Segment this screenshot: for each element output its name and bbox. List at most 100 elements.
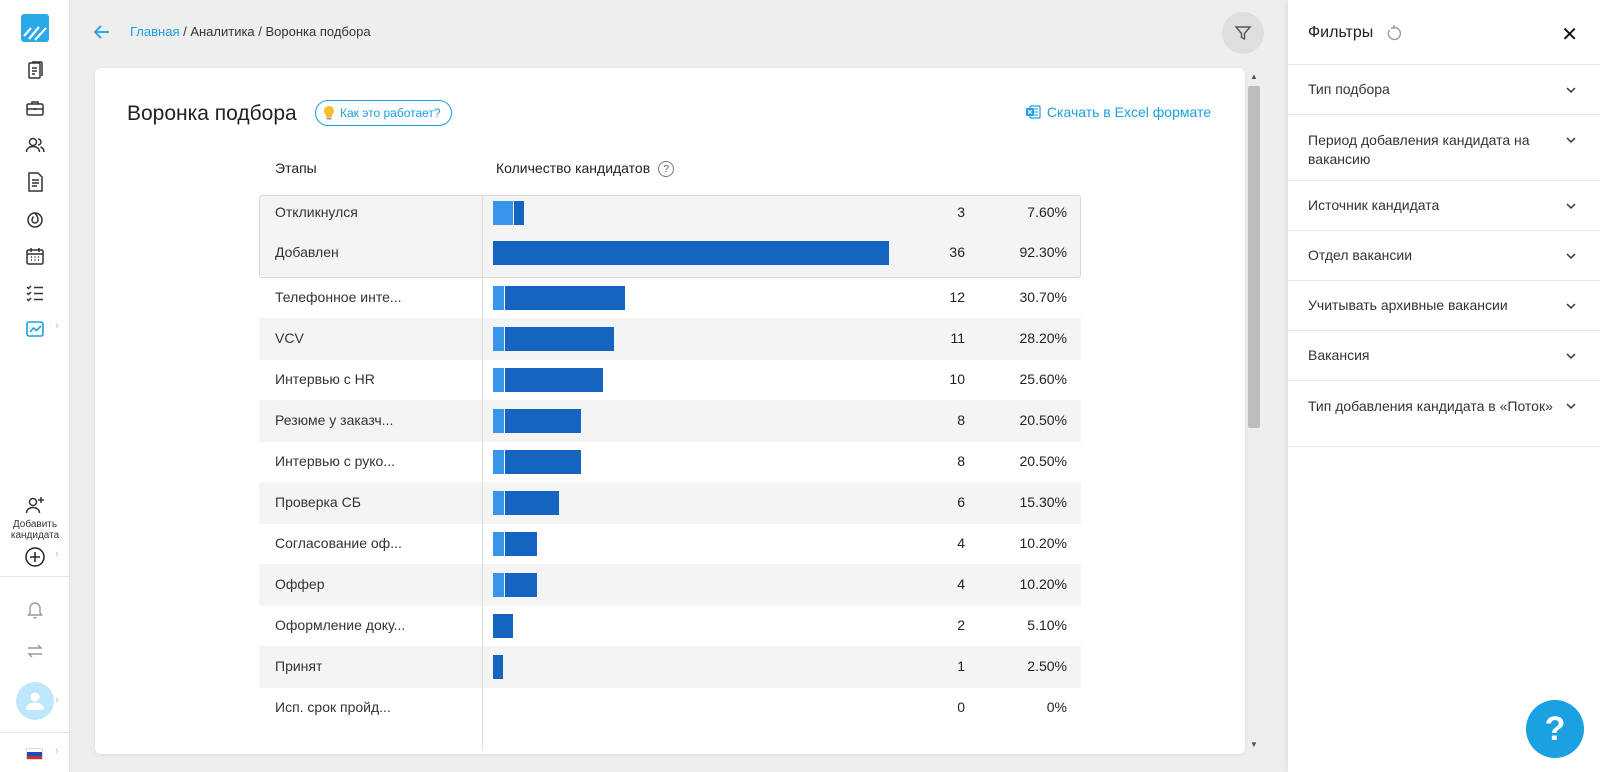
stage-bar <box>493 532 537 556</box>
nav-hot-icon[interactable] <box>22 206 48 232</box>
create-plus-icon[interactable] <box>22 544 48 570</box>
nav-resumes-icon[interactable] <box>22 169 48 195</box>
funnel-row[interactable]: Интервью с руко... 8 20.50% <box>259 441 1081 483</box>
filter-item[interactable]: Тип добавления кандидата в «Поток» <box>1288 380 1600 446</box>
funnel-row[interactable]: Проверка СБ 6 15.30% <box>259 482 1081 524</box>
bar-segment-dark <box>505 450 581 474</box>
switch-arrows-icon[interactable] <box>22 638 48 664</box>
filter-item[interactable]: Тип подбора <box>1288 64 1600 114</box>
stage-count: 36 <box>949 244 965 260</box>
how-it-works-button[interactable]: Как это работает? <box>315 100 452 126</box>
stage-count: 3 <box>957 204 965 220</box>
bar-segment-light <box>493 491 504 515</box>
back-arrow-icon[interactable] <box>92 22 112 42</box>
stage-percent: 0% <box>1046 699 1067 715</box>
nav-tasks-icon[interactable] <box>22 280 48 306</box>
scroll-down-arrow-icon[interactable]: ▼ <box>1250 740 1258 749</box>
filter-toggle-button[interactable] <box>1222 12 1264 54</box>
reset-icon[interactable] <box>1385 24 1403 42</box>
funnel-row[interactable]: Исп. срок пройд... 0 0% <box>259 687 1081 729</box>
funnel-row[interactable]: Добавлен 36 92.30% <box>259 232 1081 274</box>
stage-label: Добавлен <box>275 244 339 260</box>
scrollbar-thumb[interactable] <box>1248 86 1260 428</box>
stage-percent: 20.50% <box>1019 412 1067 428</box>
stage-label: Резюме у заказч... <box>275 412 394 428</box>
stage-bar <box>493 409 581 433</box>
stage-bar <box>493 614 513 638</box>
filter-item[interactable]: Источник кандидата <box>1288 180 1600 230</box>
filter-item[interactable]: Период добавления кандидата на вакансию <box>1288 114 1600 180</box>
filter-item-label: Вакансия <box>1308 347 1370 363</box>
nav-candidates-icon[interactable] <box>22 132 48 158</box>
stage-percent: 28.20% <box>1019 330 1067 346</box>
bar-segment-dark <box>505 327 614 351</box>
stage-count: 1 <box>957 658 965 674</box>
excel-icon <box>1025 105 1041 119</box>
bar-segment-dark <box>505 286 625 310</box>
bar-segment-dark <box>505 368 603 392</box>
filter-item[interactable]: Отдел вакансии <box>1288 230 1600 280</box>
funnel-row[interactable]: Резюме у заказч... 8 20.50% <box>259 400 1081 442</box>
funnel-row[interactable]: Оформление доку... 2 5.10% <box>259 605 1081 647</box>
page-title: Воронка подбора <box>127 102 297 125</box>
how-it-works-label: Как это работает? <box>340 106 441 120</box>
filter-title-label: Фильтры <box>1308 24 1374 41</box>
funnel-row[interactable]: Принят 1 2.50% <box>259 646 1081 688</box>
lightbulb-icon <box>324 106 334 120</box>
bar-segment-dark <box>514 201 524 225</box>
filter-item-label: Период добавления кандидата на вакансию <box>1308 132 1530 167</box>
bar-segment-dark <box>505 491 559 515</box>
stage-label: Интервью с HR <box>275 371 375 387</box>
add-candidate-button[interactable]: Добавить кандидата <box>0 494 70 541</box>
bar-segment-dark <box>505 532 537 556</box>
funnel-row[interactable]: Оффер 4 10.20% <box>259 564 1081 606</box>
avatar-chevron-icon: › <box>55 694 59 706</box>
bar-segment-dark <box>493 241 889 265</box>
filter-item[interactable]: Вакансия <box>1288 330 1600 380</box>
stage-percent: 20.50% <box>1019 453 1067 469</box>
notifications-bell-icon[interactable] <box>22 596 48 622</box>
nav-vacancies-icon[interactable] <box>22 95 48 121</box>
stage-count: 6 <box>957 494 965 510</box>
filter-panel-title: Фильтры <box>1308 24 1403 42</box>
stage-bar <box>493 286 625 310</box>
bar-segment-dark <box>493 614 513 638</box>
stage-count: 0 <box>957 699 965 715</box>
stage-count: 12 <box>949 289 965 305</box>
nav-calendar-icon[interactable] <box>22 243 48 269</box>
stage-label: Оформление доку... <box>275 617 406 633</box>
help-question-icon[interactable]: ? <box>658 161 675 178</box>
stage-count: 8 <box>957 453 965 469</box>
scroll-up-arrow-icon[interactable]: ▲ <box>1250 72 1258 81</box>
funnel-row[interactable]: Откликнулся 3 7.60% <box>259 192 1081 234</box>
column-count-label: Количество кандидатов <box>496 160 651 176</box>
user-avatar[interactable] <box>16 682 54 720</box>
app-logo-icon[interactable] <box>21 14 49 42</box>
chevron-down-icon <box>1566 203 1576 210</box>
funnel-row[interactable]: Согласование оф... 4 10.20% <box>259 523 1081 565</box>
download-excel-label: Скачать в Excel формате <box>1046 104 1211 120</box>
bar-segment-dark <box>505 573 537 597</box>
chevron-down-icon <box>1566 353 1576 360</box>
nav-analytics-icon[interactable] <box>22 316 48 342</box>
bar-segment-light <box>493 327 504 351</box>
help-fab-button[interactable]: ? <box>1526 700 1584 758</box>
stage-count: 2 <box>957 617 965 633</box>
breadcrumb: Главная / Аналитика / Воронка подбора <box>130 24 371 39</box>
filter-item-label: Тип подбора <box>1308 81 1390 97</box>
stage-percent: 15.30% <box>1019 494 1067 510</box>
stage-label: Интервью с руко... <box>275 453 395 469</box>
filter-item[interactable]: Учитывать архивные вакансии <box>1288 280 1600 330</box>
language-flag-icon[interactable] <box>26 748 43 760</box>
funnel-row[interactable]: VCV 11 28.20% <box>259 318 1081 360</box>
stage-label: Исп. срок пройд... <box>275 699 391 715</box>
column-stages-header: Этапы <box>275 160 317 176</box>
funnel-row[interactable]: Интервью с HR 10 25.60% <box>259 359 1081 401</box>
nav-documents-icon[interactable] <box>22 58 48 84</box>
funnel-row[interactable]: Телефонное инте... 12 30.70% <box>259 277 1081 319</box>
language-chevron-icon: › <box>55 745 59 757</box>
chevron-down-icon <box>1566 253 1576 260</box>
download-excel-link[interactable]: Скачать в Excel формате <box>1025 104 1211 120</box>
close-icon[interactable]: ✕ <box>1561 24 1578 46</box>
breadcrumb-home-link[interactable]: Главная <box>130 24 180 39</box>
